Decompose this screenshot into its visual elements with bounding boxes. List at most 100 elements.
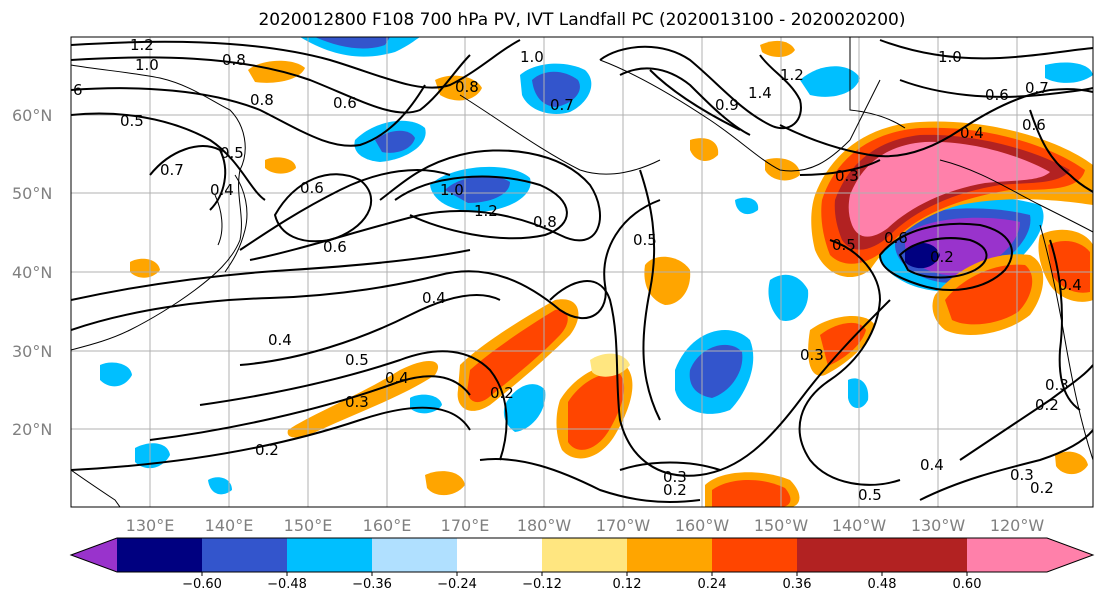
sea-coast [71,469,121,507]
colorbar-extend-max-arrow [967,538,1093,572]
coastlines [71,37,1093,507]
sakhalin-coast [214,194,223,246]
lon-label: 170°E [441,516,490,535]
lon-label: 170°W [596,516,651,535]
shade-neg [800,66,860,97]
contour-label: 0.2 [255,441,279,459]
colorbar-tick-label: −0.36 [352,577,392,592]
lat-label: 30°N [12,342,52,361]
asia-coast [71,64,246,351]
lon-label: 130°E [126,516,175,535]
contour-label: 0.6 [333,94,357,112]
contour-label: 0.6 [985,86,1009,104]
colorbar-cell [457,538,542,572]
map-frame [70,36,1094,508]
shade-neg [445,176,510,203]
nw-america-coast [939,159,1093,233]
contour-label: 0.6 [884,229,908,247]
shade-pos [130,258,160,278]
colorbar: −0.60 −0.48 −0.36 −0.24 −0.12 0.12 0.24 … [69,537,1095,592]
shade-neg [503,384,546,432]
shade-pos [644,256,691,305]
shade-pos [712,479,791,507]
contour-label: 0.5 [220,144,244,162]
shade-neg [208,477,232,495]
contour-label: 0.4 [385,369,409,387]
lon-label: 150°W [754,516,809,535]
shade-neg [689,344,743,398]
lon-label: 130°W [911,516,966,535]
map-panel: 1.2 1.0 0.8 0.8 0.6 0.5 0.7 0.5 0.4 0.6 … [70,36,1094,508]
contour-label: 0.4 [920,456,944,474]
contour-label: 0.9 [715,96,739,114]
colorbar-tick-label: −0.12 [522,577,562,592]
shade-pos [820,322,866,366]
contour-label: 0.3 [1010,466,1034,484]
colorbar-cell [117,538,202,572]
lon-label: 140°E [205,516,254,535]
contour-label: 0.8 [250,91,274,109]
west-america-coast [1039,224,1093,461]
colorbar-cell [202,538,287,572]
contour-label: 0.2 [1035,396,1059,414]
lat-label: 60°N [12,106,52,125]
colorbar-tick-label: −0.60 [182,577,222,592]
contour-label: 0.8 [533,213,557,231]
contour-label: 1.2 [474,202,498,220]
border-line [849,37,906,129]
shade-pos [760,40,795,57]
contour-label: 1.4 [748,84,772,102]
pv-contours [71,39,1093,503]
contour-label: 0.5 [858,486,882,504]
alaska-coast [599,59,881,172]
shade-neg [1045,62,1093,83]
colorbar-frame [69,537,1095,573]
contour-label: 0.8 [455,78,479,96]
shade-neg [735,197,759,215]
colorbar-ticks [201,572,968,576]
contour-label: 0.3 [1045,376,1069,394]
contour-label: 0.6 [323,238,347,256]
colorbar-tick-label: 0.48 [868,577,897,592]
shade-pos [590,353,630,377]
lon-label: 140°W [832,516,887,535]
contour-labels: 1.2 1.0 0.8 0.8 0.6 0.5 0.7 0.5 0.4 0.6 … [73,36,1082,504]
contour-label: 1.2 [780,66,804,84]
shade-neg [848,378,869,409]
shade-pos [848,141,1050,237]
shade-neg [768,274,809,321]
contour-label: 0.5 [345,351,369,369]
colorbar-cell [287,538,372,572]
colorbar-cell [882,538,967,572]
aleutian-coast [459,94,661,175]
contour-label: 0.4 [960,124,984,142]
shade-neg [100,362,132,387]
shade-pos [287,360,439,438]
colorbar-cell [372,538,457,572]
contour-label: 0.7 [550,96,574,114]
shade-pos [425,471,465,496]
contour-label: 0.6 [300,179,324,197]
japan-coast [224,174,248,273]
contour-label: 0.8 [222,51,246,69]
colorbar-tick-label: 0.60 [953,577,982,592]
contour-label: 0.6 [1022,116,1046,134]
contour-label: 1.0 [938,48,962,66]
contour-label: 0.2 [663,481,687,499]
contour-label: 6 [73,81,83,99]
colorbar-cells [71,538,1093,572]
lat-label: 50°N [12,184,52,203]
shade-neg [905,243,940,269]
contour-label: 1.2 [130,36,154,54]
contour-label: 0.4 [210,181,234,199]
contour-label: 0.4 [422,289,446,307]
lon-label: 150°E [284,516,333,535]
lon-label: 160°E [363,516,412,535]
shade-pos [467,309,568,403]
shade-pos [765,158,800,181]
contour-label: 1.0 [135,56,159,74]
colorbar-cell [542,538,627,572]
colorbar-tick-label: 0.12 [613,577,642,592]
contour-label: 0.5 [120,112,144,130]
colorbar-cell [627,538,712,572]
